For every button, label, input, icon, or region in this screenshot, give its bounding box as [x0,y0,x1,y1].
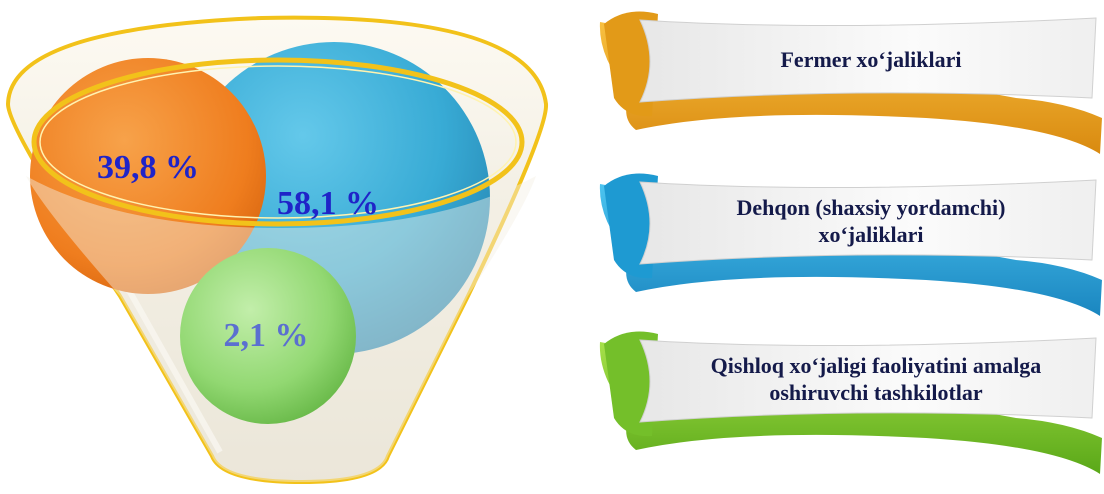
ribbon-green [599,331,1102,474]
legend-label-fermer: Fermer xo‘jaliklari [656,20,1086,98]
banner-dehqon: Dehqon (shaxsiy yordamchi) xo‘jaliklari [596,160,1104,320]
legend-tashkilotlar-line-1: Qishloq xo‘jaligi faoliyatini amalga [710,353,1042,378]
legend-tashkilotlar-line-2: oshiruvchi tashkilotlar [769,380,983,405]
legend-dehqon-line-2: xo‘jaliklari [818,222,924,247]
label-fermer-percent: 39,8 % [97,149,199,186]
banner-tashkilotlar: Qishloq xo‘jaligi faoliyatini amalga osh… [596,318,1104,478]
ribbon-blue [599,173,1102,316]
banner-fermer: Fermer xo‘jaliklari [596,0,1104,158]
circle-fermer [30,58,266,294]
label-dehqon-percent: 58,1 % [277,185,379,222]
legend-fermer-line-1: Fermer xo‘jaliklari [780,46,962,72]
legend-label-dehqon: Dehqon (shaxsiy yordamchi) xo‘jaliklari [656,182,1086,260]
label-tashkilotlar-percent: 2,1 % [224,317,309,354]
legend-dehqon-line-1: Dehqon (shaxsiy yordamchi) [736,195,1006,220]
circle-tashkilotlar [180,248,356,424]
funnel-rim [31,57,525,227]
funnel-diagram: 39,8 % 58,1 % 2,1 % [5,15,549,485]
funnel-rim-inner [39,65,517,219]
legend-label-tashkilotlar: Qishloq xo‘jaligi faoliyatini amalga osh… [652,340,1100,418]
ribbon-orange [599,11,1102,154]
